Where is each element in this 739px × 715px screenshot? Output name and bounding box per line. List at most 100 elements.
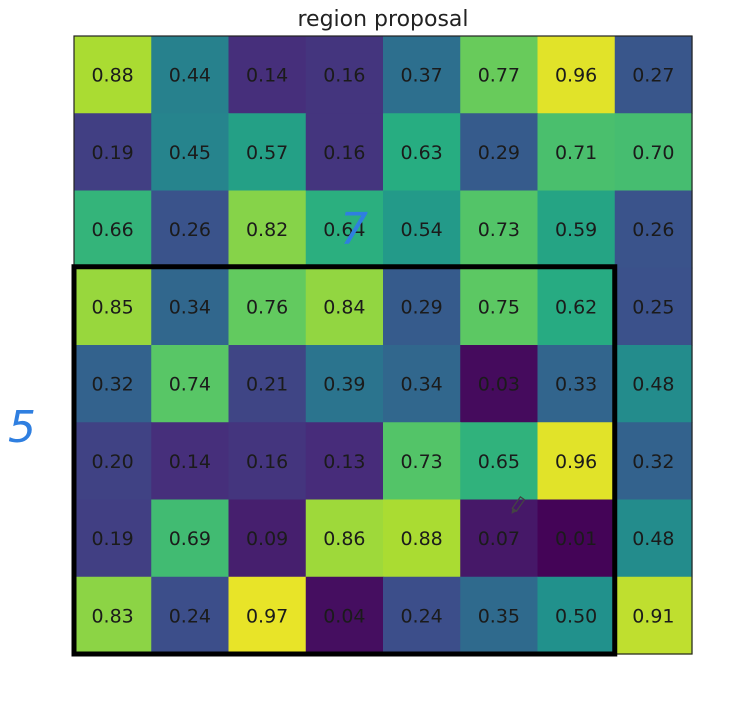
heatmap-cell [460,190,539,269]
cell-value-label: 0.21 [246,374,288,396]
heatmap-cell [383,499,461,578]
heatmap-cell-labels: 0.88 0.44 0.14 0.16 0.37 0.77 0.96 0.27 0.19 0.45… [91,65,674,628]
cell-value-label: 0.16 [323,142,365,164]
cell-value-label: 0.96 [555,451,597,473]
heatmap-cell [74,36,152,114]
cell-value-label: 0.44 [169,65,211,87]
cell-value-label: 0.34 [400,374,442,396]
heatmap-cell [228,499,307,578]
cell-value-label: 0.25 [632,296,674,318]
cell-value-label: 0.04 [323,605,365,627]
heatmap-cell [614,422,693,501]
cell-value-label: 0.91 [632,605,674,627]
heatmap-cell [537,499,616,578]
cell-value-label: 0.50 [555,605,597,627]
heatmap-cell [74,113,152,192]
heatmap-cell [460,36,539,114]
heatmap-cell [383,113,461,192]
heatmap-cell [305,345,384,423]
cell-value-label: 0.71 [555,142,597,164]
heatmap-cell [151,267,230,346]
heatmap-cell [537,345,616,423]
heatmap-cell [614,113,693,192]
cell-value-label: 0.45 [169,142,211,164]
cell-value-label: 0.65 [478,451,520,473]
heatmap-cell [460,499,539,578]
cell-value-label: 0.24 [169,605,211,627]
heatmap-cell [614,576,693,655]
heatmap-cell [305,576,384,655]
cell-value-label: 0.34 [169,296,211,318]
cell-value-label: 0.19 [91,528,133,550]
cell-value-label: 0.29 [400,296,442,318]
cell-value-label: 0.14 [246,65,288,87]
cell-value-label: 0.32 [91,374,133,396]
cell-value-label: 0.84 [323,296,365,318]
cell-value-label: 0.74 [169,374,211,396]
cell-value-label: 0.62 [555,296,597,318]
cell-value-label: 0.07 [478,528,520,550]
cell-value-label: 0.37 [400,65,442,87]
cell-value-label: 0.33 [555,374,597,396]
heatmap-cell [537,36,616,114]
cell-value-label: 0.86 [323,528,365,550]
heatmap-cell [228,576,307,655]
heatmap-cell [74,499,152,578]
cell-value-label: 0.03 [478,374,520,396]
cell-value-label: 0.88 [400,528,442,550]
cell-value-label: 0.75 [478,296,520,318]
cell-value-label: 0.54 [400,219,442,241]
heatmap-cell [151,422,230,501]
cell-value-label: 0.77 [478,65,520,87]
height-annotation: 5 [8,402,36,453]
heatmap-cell [383,36,461,114]
cell-value-label: 0.19 [91,142,133,164]
cell-value-label: 0.14 [169,451,211,473]
heatmap-cells [74,36,693,655]
heatmap-cell [228,422,307,501]
heatmap-cell [537,422,616,501]
heatmap-cell [305,422,384,501]
cell-value-label: 0.73 [478,219,520,241]
cell-value-label: 0.85 [91,296,133,318]
cell-value-label: 0.26 [632,219,674,241]
heatmap-cell [537,267,616,346]
region-proposal-box [71,264,618,657]
pencil-cursor-icon [511,495,526,514]
heatmap-cell [537,113,616,192]
heatmap-cell [614,499,693,578]
cell-value-label: 0.96 [555,65,597,87]
heatmap-cell [460,576,539,655]
chart-title: region proposal [297,7,468,32]
heatmap-cell [151,36,230,114]
cell-value-label: 0.16 [246,451,288,473]
heatmap-cell [460,345,539,423]
cell-value-label: 0.01 [555,528,597,550]
heatmap-cell [383,422,461,501]
cell-value-label: 0.97 [246,605,288,627]
heatmap-cell [614,36,693,114]
cell-value-label: 0.16 [323,65,365,87]
heatmap-cell [537,190,616,269]
heatmap-cell [383,576,461,655]
heatmap-cell [383,345,461,423]
heatmap-cell [305,113,384,192]
cell-value-label: 0.76 [246,296,288,318]
heatmap-cell [228,36,307,114]
heatmap-cell [74,345,152,423]
cell-value-label: 0.29 [478,142,520,164]
cell-value-label: 0.26 [169,219,211,241]
cell-value-label: 0.88 [91,65,133,87]
heatmap-cell [460,267,539,346]
cell-value-label: 0.48 [632,374,674,396]
cell-value-label: 0.24 [400,605,442,627]
heatmap-cell [151,113,230,192]
cell-value-label: 0.20 [91,451,133,473]
heatmap-cell [228,345,307,423]
cell-value-label: 0.69 [169,528,211,550]
heatmap-cell [305,190,384,269]
heatmap-cell [151,190,230,269]
heatmap-cell [537,576,616,655]
cell-value-label: 0.70 [632,142,674,164]
cell-value-label: 0.32 [632,451,674,473]
